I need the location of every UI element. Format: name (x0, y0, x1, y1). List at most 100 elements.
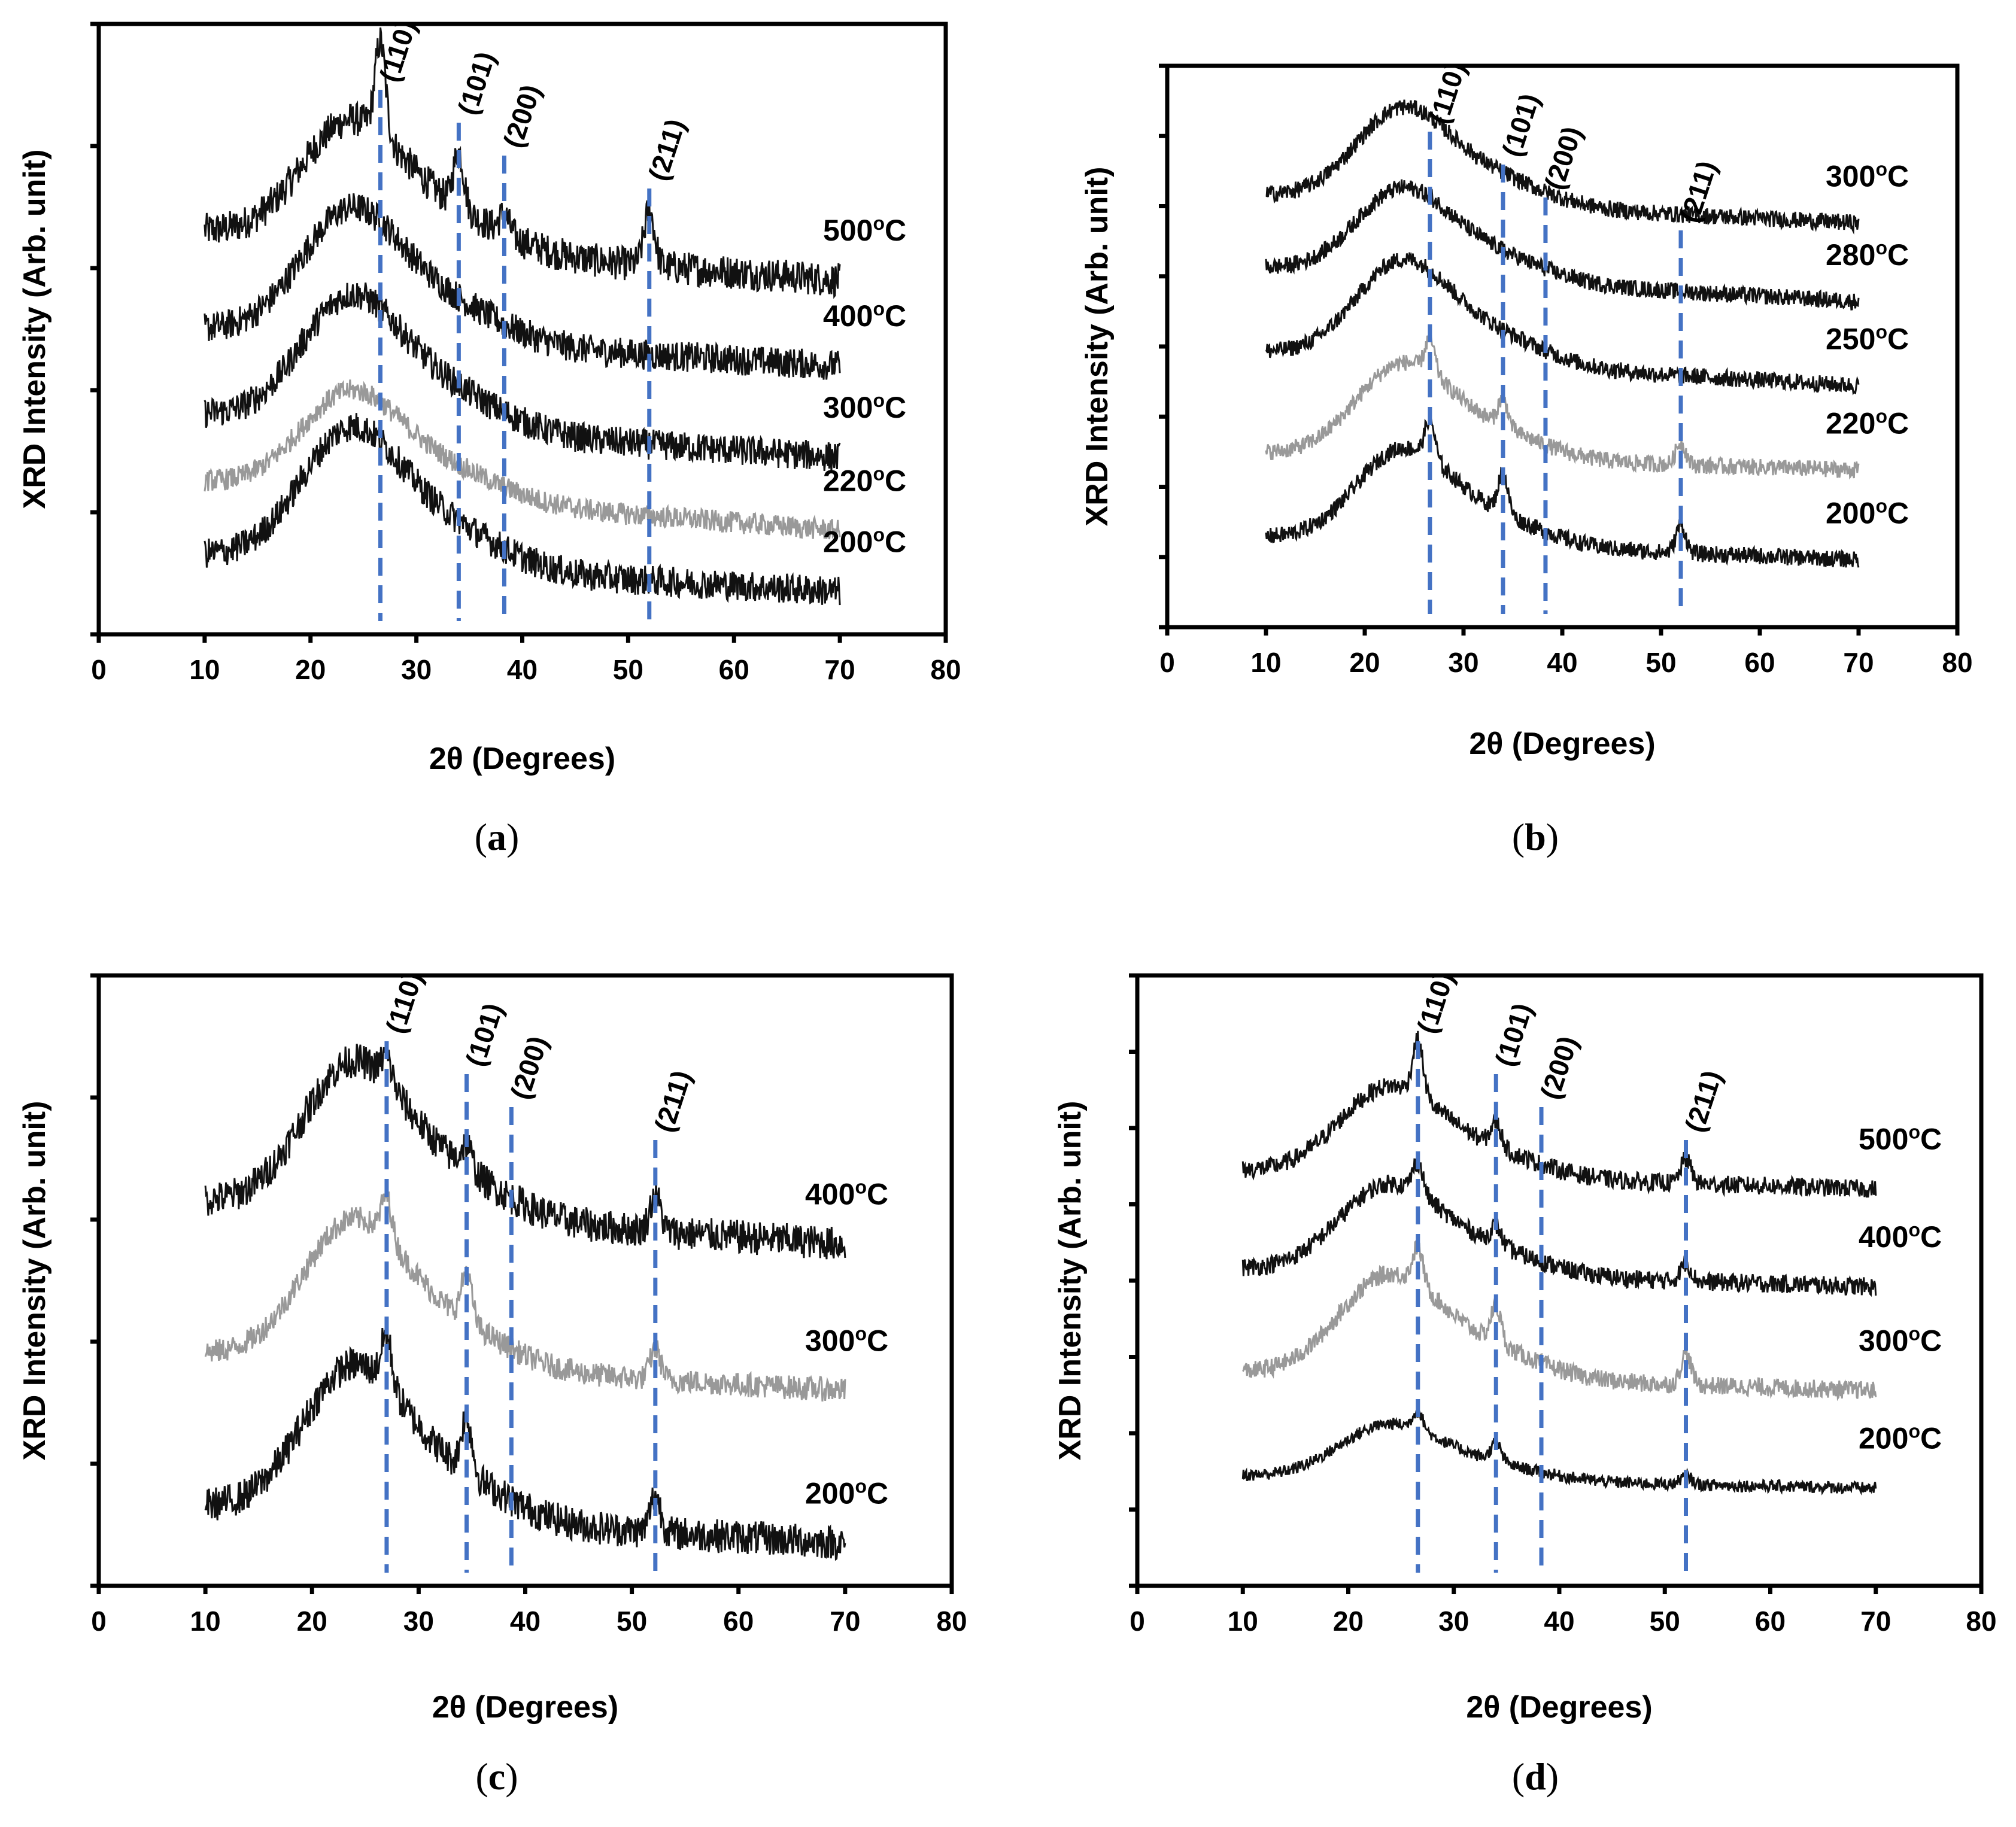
x-tick-label: 20 (1349, 647, 1380, 678)
series-label-200: 200oC (823, 524, 906, 558)
plane-label-(110): (110) (1423, 58, 1472, 127)
series-label-degree: o (1908, 1121, 1920, 1143)
series-label-degree: o (855, 1177, 867, 1198)
series-label-degree: o (1875, 321, 1887, 343)
panel-caption-b: (b) (1512, 816, 1559, 858)
x-tick-label: 50 (617, 1606, 647, 1637)
series-label-number: 300 (1826, 160, 1875, 193)
y-axis-title: XRD Intensity (Arb. unit) (1080, 167, 1115, 527)
y-axis-title: XRD Intensity (Arb. unit) (17, 150, 52, 509)
plane-label-(101): (101) (1496, 90, 1546, 160)
series-label-500: 500oC (1859, 1121, 1942, 1156)
x-tick-label: 10 (189, 654, 220, 685)
series-line-400 (1243, 1159, 1876, 1296)
series-label-degree: o (873, 463, 885, 484)
x-tick-label: 10 (1250, 647, 1281, 678)
series-line-300 (205, 282, 840, 471)
series-label-number: 220 (823, 464, 873, 497)
x-tick-label: 60 (723, 1606, 754, 1637)
series-label-unit: C (1887, 406, 1909, 440)
series-label-degree: o (1875, 405, 1887, 427)
x-tick-label: 70 (830, 1606, 860, 1637)
series-label-400: 400oC (805, 1177, 888, 1211)
x-tick-label: 30 (1448, 647, 1478, 678)
caption-close: ) (1546, 1755, 1559, 1798)
series-label-unit: C (885, 214, 906, 247)
series-label-unit: C (1920, 1324, 1942, 1357)
series-label-degree: o (873, 212, 885, 234)
series-label-number: 500 (1859, 1123, 1908, 1156)
series-label-280: 280oC (1826, 237, 1909, 272)
caption-letter: b (1525, 816, 1546, 858)
x-tick-label: 0 (91, 1606, 107, 1637)
series-label-250: 250oC (1826, 321, 1909, 356)
series-label-unit: C (867, 1476, 888, 1510)
x-tick-label: 80 (1942, 647, 1972, 678)
series-label-unit: C (1887, 238, 1909, 272)
series-label-degree: o (1875, 237, 1887, 259)
chart-panel-d: 0 10 20 30 40 50 60 70 802θ (Degrees)XRD Intensi… (1053, 968, 1997, 1798)
series-label-unit: C (1887, 160, 1909, 193)
x-axis-title: 2θ (Degrees) (1466, 1690, 1652, 1725)
x-tick-label: 60 (1755, 1606, 1786, 1637)
series-label-number: 200 (823, 525, 873, 558)
plane-label-(211): (211) (642, 115, 691, 184)
series-label-number: 200 (805, 1476, 855, 1510)
x-axis-title: 2θ (Degrees) (432, 1690, 618, 1725)
series-label-number: 400 (805, 1178, 855, 1211)
x-tick-label: 40 (1544, 1606, 1574, 1637)
plane-label-(101): (101) (1489, 999, 1538, 1070)
series-label-degree: o (855, 1475, 867, 1497)
series-label-200: 200oC (1826, 495, 1909, 530)
x-tick-label: 20 (1333, 1606, 1364, 1637)
series-label-degree: o (1908, 1219, 1920, 1241)
x-tick-label: 30 (1438, 1606, 1469, 1637)
x-tick-label: 30 (401, 654, 432, 685)
series-label-unit: C (1920, 1220, 1942, 1254)
series-label-unit: C (867, 1178, 888, 1211)
series-label-200: 200oC (1859, 1421, 1942, 1455)
series-line-220 (1266, 331, 1859, 478)
plane-label-(200): (200) (1534, 1032, 1584, 1103)
series-label-200: 200oC (805, 1475, 888, 1510)
caption-close: ) (1546, 816, 1559, 858)
series-label-300: 300oC (1859, 1323, 1942, 1357)
series-label-300: 300oC (1826, 159, 1909, 193)
series-label-unit: C (885, 525, 906, 558)
series-label-300: 300oC (805, 1323, 888, 1357)
x-tick-label: 10 (1228, 1606, 1258, 1637)
caption-open: ( (475, 1755, 488, 1798)
x-tick-label: 40 (507, 654, 538, 685)
series-label-number: 400 (1859, 1220, 1908, 1254)
plane-label-(211): (211) (648, 1066, 697, 1136)
chart-panel-a: 0 10 20 30 40 50 60 70 802θ (Degrees)XRD Intensi… (17, 16, 961, 858)
series-label-400: 400oC (1859, 1219, 1942, 1254)
plane-label-(101): (101) (460, 999, 509, 1070)
series-label-unit: C (885, 391, 906, 424)
series-line-220 (205, 379, 840, 540)
series-label-number: 250 (1826, 323, 1875, 356)
series-label-number: 200 (1826, 496, 1875, 530)
series-label-unit: C (1887, 323, 1909, 356)
panel-caption-d: (d) (1512, 1755, 1559, 1798)
series-label-number: 280 (1826, 238, 1875, 272)
series-label-degree: o (873, 524, 885, 545)
series-label-220: 220oC (1826, 405, 1909, 440)
x-tick-label: 0 (1130, 1606, 1145, 1637)
series-label-degree: o (1908, 1421, 1920, 1442)
x-tick-label: 50 (613, 654, 643, 685)
plane-label-(200): (200) (504, 1032, 554, 1103)
plane-label-(211): (211) (1679, 1066, 1728, 1136)
x-tick-label: 80 (936, 1606, 967, 1637)
series-label-400: 400oC (823, 298, 906, 333)
chart-panel-c: 0 10 20 30 40 50 60 70 80 2θ (Degrees) XRD Intensi… (17, 968, 967, 1798)
series-label-number: 300 (1859, 1324, 1908, 1357)
x-tick-label: 50 (1650, 1606, 1680, 1637)
panel-caption-c: (c) (475, 1755, 518, 1798)
series-label-degree: o (873, 298, 885, 320)
caption-close: ) (506, 816, 519, 858)
plane-label-(110): (110) (374, 16, 423, 86)
x-tick-label: 40 (1547, 647, 1577, 678)
plane-label-(110): (110) (1411, 968, 1460, 1037)
x-tick-label: 60 (719, 654, 749, 685)
